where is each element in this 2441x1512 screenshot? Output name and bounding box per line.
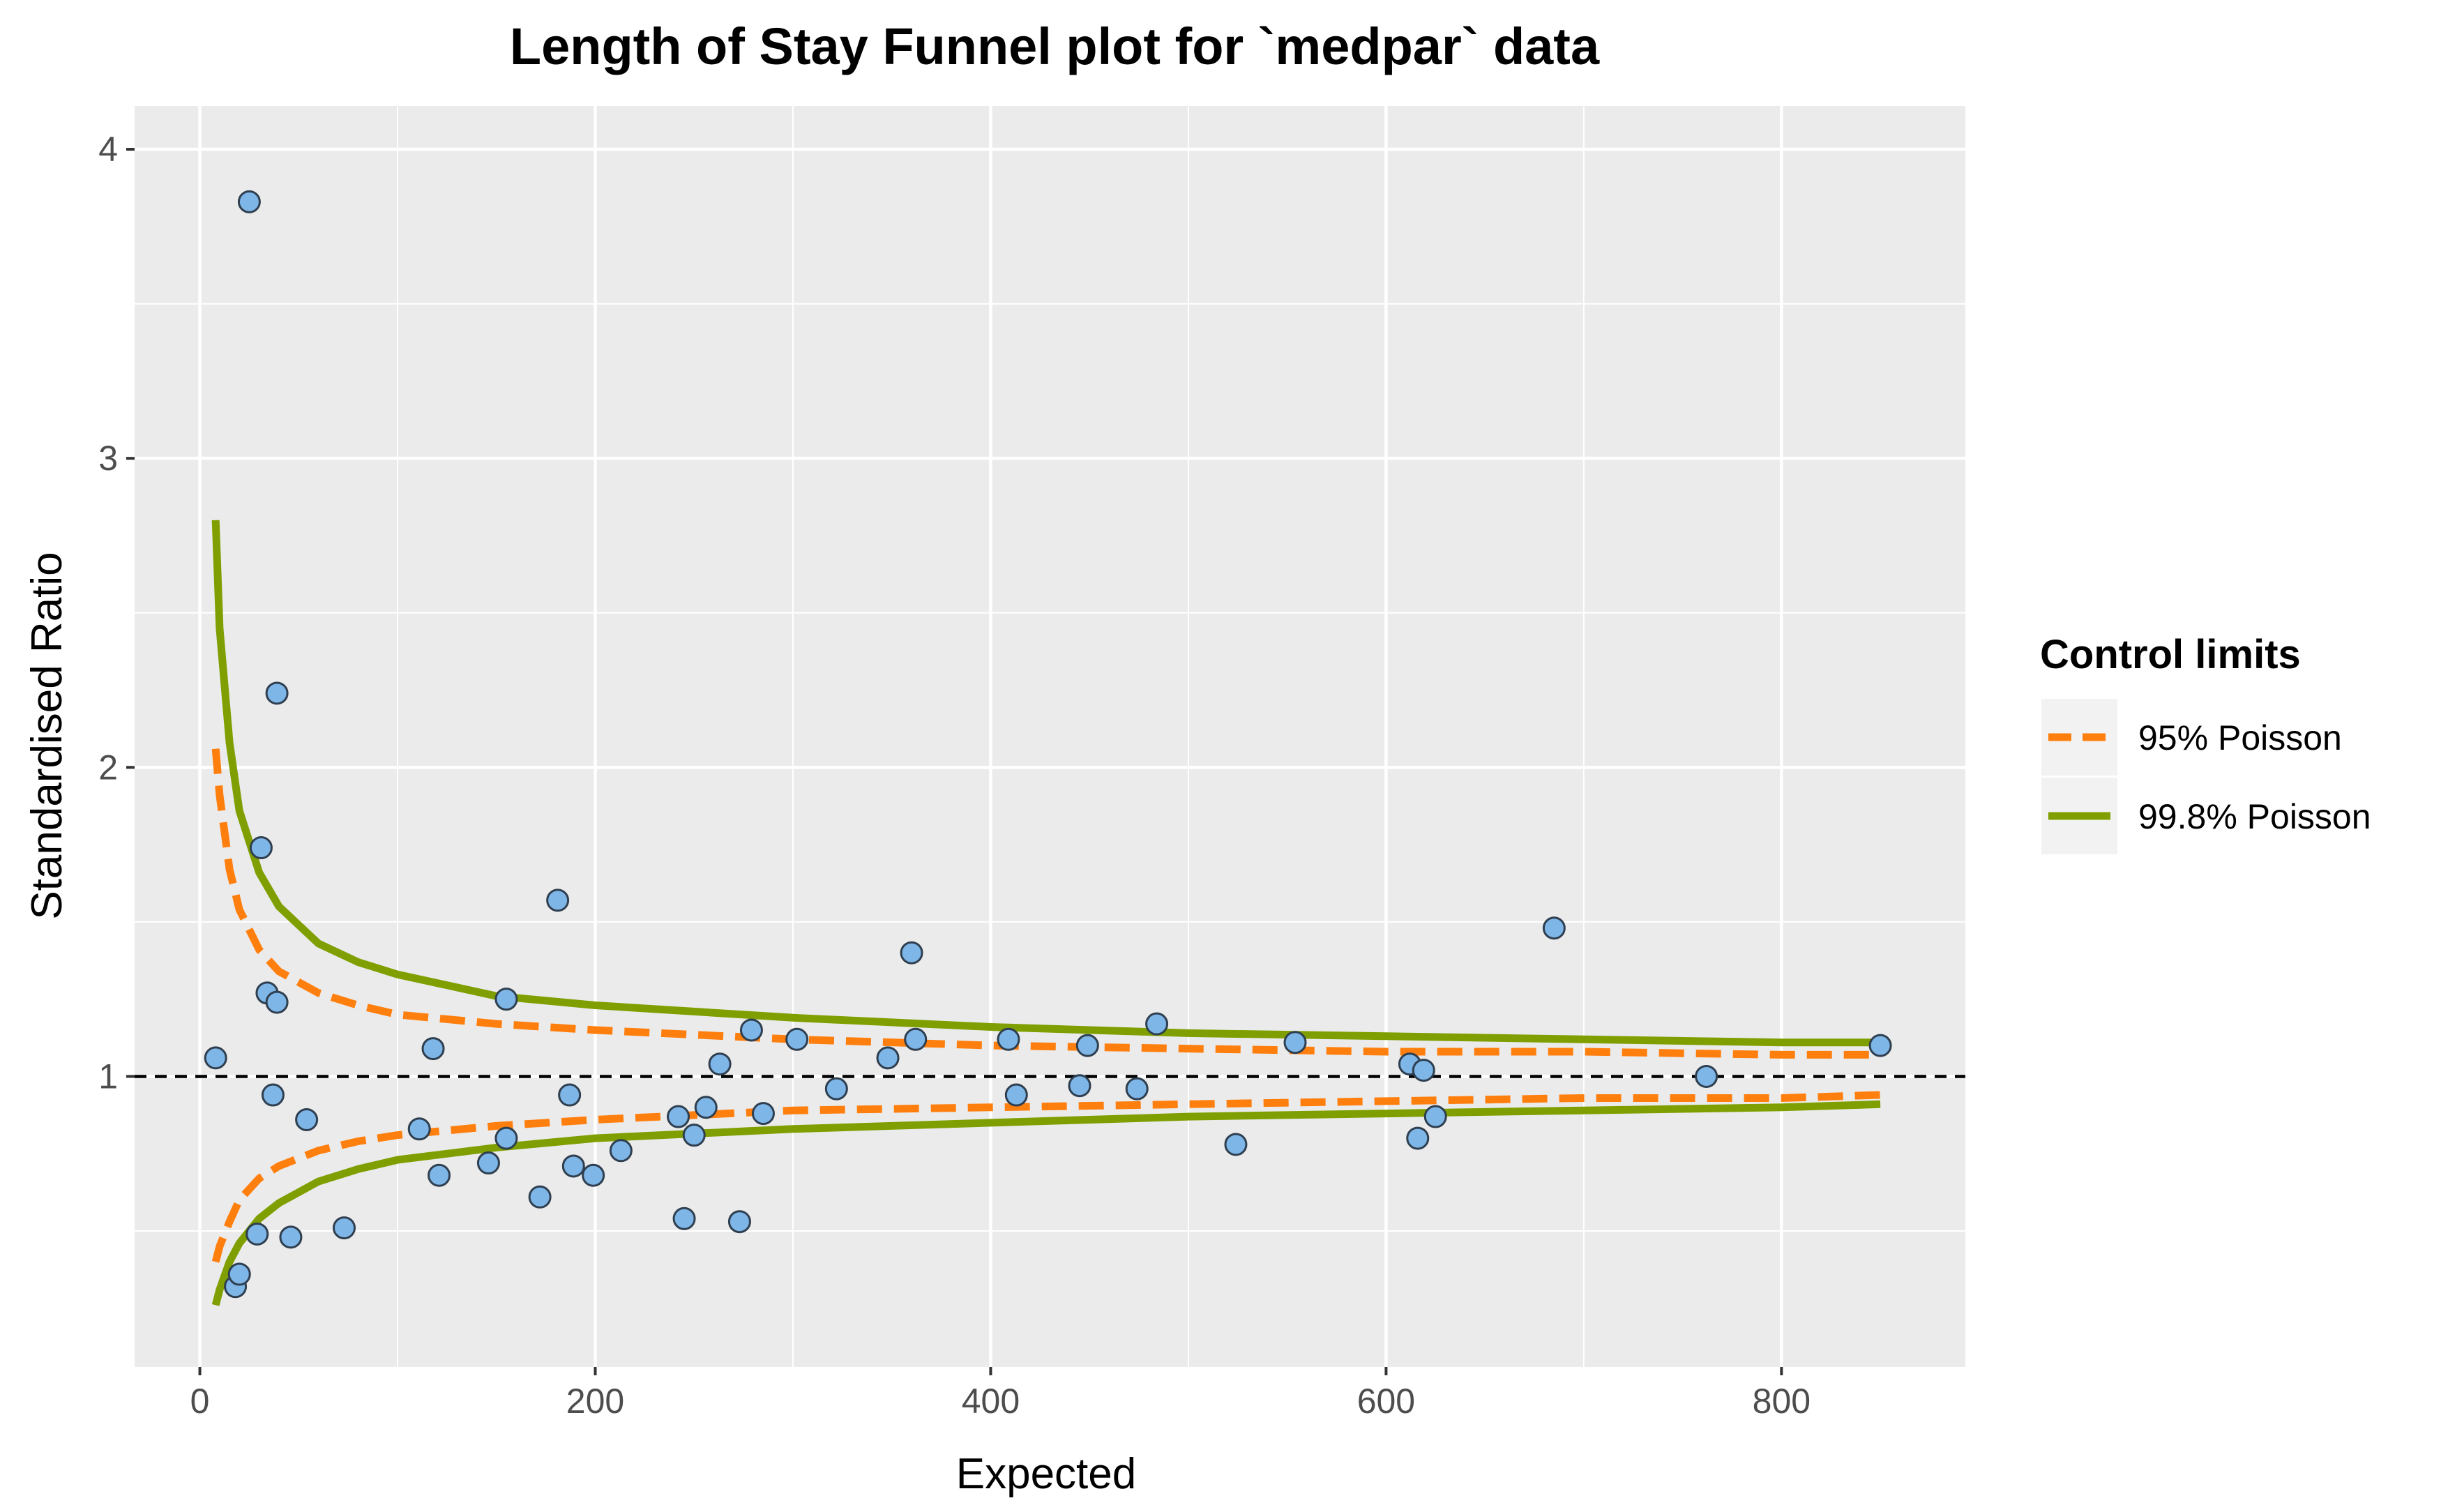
data-point <box>708 1052 732 1076</box>
data-point <box>494 1126 518 1150</box>
data-point <box>1406 1126 1430 1150</box>
data-point <box>582 1163 605 1187</box>
data-point <box>1868 1034 1892 1057</box>
data-point <box>1224 1133 1248 1156</box>
data-point <box>672 1207 696 1230</box>
y-tick-label: 1 <box>98 1057 118 1096</box>
data-point <box>245 1222 269 1246</box>
x-tick-label: 600 <box>1357 1382 1415 1421</box>
legend-title: Control limits <box>2040 632 2301 677</box>
data-point <box>428 1163 451 1187</box>
data-point <box>751 1102 775 1126</box>
legend-label-95: 95% Poisson <box>2138 718 2342 757</box>
data-point <box>1283 1031 1307 1054</box>
data-point <box>1004 1083 1028 1107</box>
data-point <box>546 889 570 912</box>
data-point <box>407 1117 431 1141</box>
data-point <box>785 1027 809 1051</box>
data-point <box>900 941 923 965</box>
data-point <box>739 1018 763 1042</box>
data-point <box>694 1096 718 1119</box>
data-point <box>824 1077 848 1101</box>
data-point <box>1075 1034 1099 1057</box>
data-point <box>237 190 261 213</box>
minor-gridlines <box>135 106 1965 1367</box>
data-point <box>561 1154 585 1178</box>
data-point <box>249 836 273 860</box>
data-point <box>727 1210 751 1234</box>
data-point <box>1542 916 1566 940</box>
chart-title: Length of Stay Funnel plot for `medpar` … <box>510 17 1600 75</box>
limit-998-upper-line <box>211 520 1881 1047</box>
y-axis-title: Standardised Ratio <box>23 552 71 919</box>
x-tick-label: 800 <box>1753 1382 1811 1421</box>
y-tick-label: 4 <box>98 130 118 169</box>
data-point <box>204 1046 227 1070</box>
x-tick-label: 0 <box>190 1382 210 1421</box>
x-axis-title: Expected <box>956 1450 1137 1498</box>
data-point <box>227 1262 251 1286</box>
y-tick-label: 2 <box>98 748 118 787</box>
data-point <box>558 1083 582 1107</box>
control-limit-lines <box>211 520 1881 1306</box>
limit-998-lower-line <box>211 1100 1881 1306</box>
data-point <box>682 1124 706 1147</box>
data-point <box>528 1185 552 1209</box>
data-point <box>997 1027 1020 1051</box>
legend-label-998: 99.8% Poisson <box>2138 797 2371 836</box>
data-point <box>261 1083 285 1107</box>
limit-95-upper-line <box>211 748 1881 1059</box>
data-point <box>1068 1074 1091 1098</box>
data-point <box>904 1027 928 1051</box>
data-point <box>609 1139 633 1163</box>
data-point <box>265 990 289 1014</box>
data-point <box>1145 1012 1169 1036</box>
x-axis: 0 200 400 600 800 <box>190 1367 1811 1421</box>
data-point <box>1423 1105 1447 1128</box>
data-point <box>332 1216 356 1240</box>
data-point <box>494 988 518 1011</box>
plot-panel <box>135 106 1965 1367</box>
data-point <box>295 1107 319 1131</box>
data-point <box>1695 1064 1718 1088</box>
data-point <box>667 1105 690 1128</box>
y-tick-label: 3 <box>98 439 118 478</box>
data-point <box>1125 1077 1149 1101</box>
legend: Control limits 95% Poisson 99.8% Poisson <box>2040 632 2371 854</box>
data-point <box>1412 1059 1435 1082</box>
data-point <box>279 1225 303 1249</box>
x-tick-label: 400 <box>962 1382 1020 1421</box>
limit-95-lower-line <box>211 1091 1881 1263</box>
data-point <box>876 1046 900 1070</box>
y-axis: 1 2 3 4 <box>98 130 135 1096</box>
data-points <box>204 190 1892 1299</box>
data-point <box>265 681 289 705</box>
x-tick-label: 200 <box>566 1382 624 1421</box>
data-point <box>421 1037 445 1061</box>
data-point <box>476 1151 500 1175</box>
